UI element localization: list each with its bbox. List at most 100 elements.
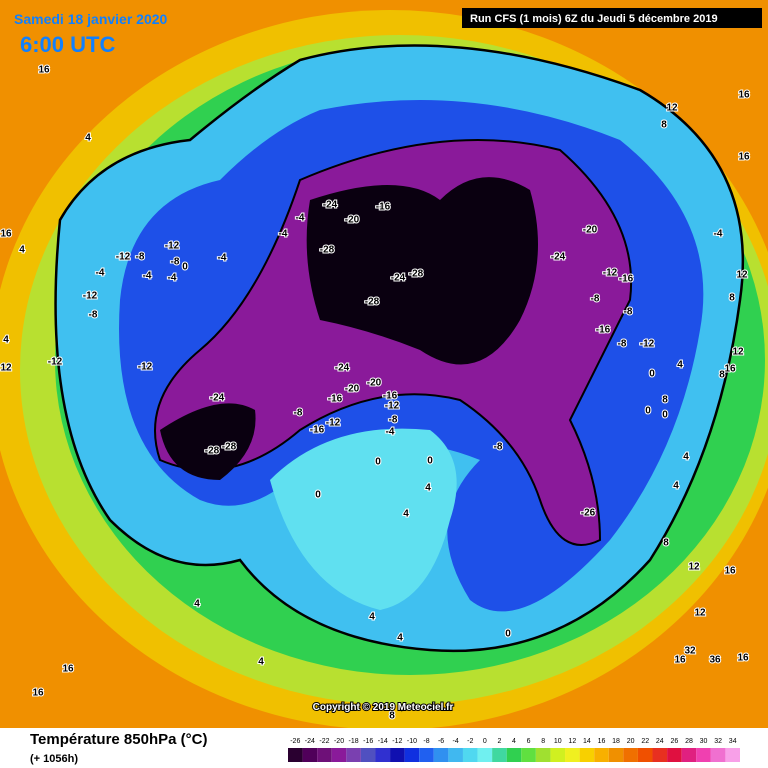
contour-label: 36 (709, 655, 721, 666)
colorbar-tick-label: -10 (407, 738, 417, 745)
contour-label: 16 (0, 229, 12, 240)
colorbar-tick-label: 4 (512, 738, 516, 745)
colorbar-tick-label: -18 (349, 738, 359, 745)
colorbar-swatch (375, 748, 391, 762)
colorbar-swatch (506, 748, 522, 762)
contour-label: -4 (218, 253, 227, 264)
colorbar-tick-label: 8 (541, 738, 545, 745)
contour-label: 12 (732, 347, 744, 358)
contour-label: -16 (383, 391, 398, 402)
contour-label: 0 (182, 262, 188, 273)
colorbar-swatch (404, 748, 420, 762)
contour-label: -24 (335, 363, 350, 374)
colorbar-swatch (288, 748, 303, 762)
contour-label: -28 (365, 297, 380, 308)
colorbar-tick-label: 32 (714, 738, 722, 745)
contour-label: -28 (205, 446, 220, 457)
contour-label: 8 (389, 711, 395, 722)
contour-label: -28 (320, 245, 335, 256)
zone (160, 403, 256, 480)
contour-label: -8 (389, 415, 398, 426)
contour-label: 32 (684, 646, 696, 657)
colorbar-swatch (390, 748, 405, 762)
colorbar-tick-label: 16 (598, 738, 606, 745)
contour-label: -20 (345, 384, 360, 395)
contour-label: -20 (583, 225, 598, 236)
colorbar-tick-label: -22 (319, 738, 329, 745)
contour-label: 0 (662, 410, 668, 421)
contour-label: 16 (62, 664, 74, 675)
contour-label: -12 (640, 339, 655, 350)
colorbar-swatch (462, 748, 478, 762)
colorbar-tick-label: 30 (700, 738, 708, 745)
contour-label: -8 (294, 408, 303, 419)
contour-label: -16 (310, 425, 325, 436)
colorbar-tick-label: -4 (453, 738, 459, 745)
contour-label: 4 (683, 452, 689, 463)
contour-label: -16 (328, 394, 343, 405)
date: Samedi 18 janvier 2020 (14, 11, 168, 27)
contour-label: -12 (603, 268, 618, 279)
contour-label: -12 (138, 362, 153, 373)
contour-label: 4 (673, 481, 679, 492)
contour-label: -28 (222, 442, 237, 453)
colorbar-tick-label: 24 (656, 738, 664, 745)
contour-label: -24 (391, 273, 406, 284)
contour-label: 0 (375, 457, 381, 468)
colorbar-swatch (594, 748, 609, 762)
contour-label: 16 (724, 364, 736, 375)
contour-label: -12 (83, 291, 98, 302)
colorbar-swatch (521, 748, 536, 762)
colorbar-tick-label: -2 (467, 738, 473, 745)
colorbar-swatch (579, 748, 595, 762)
contour-label: 16 (724, 566, 736, 577)
contour-label: -12 (116, 252, 131, 263)
contour-label: -12 (165, 241, 180, 252)
colorbar-swatch (302, 748, 318, 762)
contour-label: 4 (397, 633, 403, 644)
contour-label: 16 (674, 655, 686, 666)
colorbar-swatch (535, 748, 551, 762)
contour-label: -4 (96, 268, 105, 279)
contour-label: -4 (714, 229, 723, 240)
contour-label: -4 (143, 271, 152, 282)
contour-label: 0 (649, 369, 655, 380)
colorbar-tick-label: 2 (497, 738, 501, 745)
colorbar-tick-label: 6 (527, 738, 531, 745)
colorbar-swatch (448, 748, 463, 762)
contour-label: -8 (136, 252, 145, 263)
colorbar-tick-label: 10 (554, 738, 562, 745)
colorbar-tick-label: 28 (685, 738, 693, 745)
contour-label: 4 (677, 360, 683, 371)
copyright: Copyright © 2019 Meteociel.fr (313, 702, 454, 713)
colorbar-swatch (710, 748, 726, 762)
contour-label: -4 (296, 213, 305, 224)
colorbar-swatch (608, 748, 624, 762)
contour-label: -4 (279, 229, 288, 240)
colorbar-swatch (725, 748, 740, 762)
colorbar-swatch (565, 748, 580, 762)
contour-label: 12 (0, 363, 12, 374)
contour-label: -24 (210, 393, 225, 404)
colorbar-tick-label: -26 (290, 738, 300, 745)
colorbar-tick-label: 34 (729, 738, 737, 745)
colorbar-tick-label: -6 (438, 738, 444, 745)
colorbar-swatch (317, 748, 332, 762)
contour-label: 8 (662, 395, 668, 406)
contour-label: -24 (551, 252, 566, 263)
colorbar-swatch (477, 748, 493, 762)
colorbar-swatch (623, 748, 638, 762)
contour-label: -26 (581, 508, 596, 519)
colorbar-swatch (331, 748, 347, 762)
contour-label: -16 (596, 325, 611, 336)
zone (306, 177, 538, 365)
contour-label: 4 (3, 335, 9, 346)
contour-label: 4 (19, 245, 25, 256)
colorbar-tick-label: 20 (627, 738, 635, 745)
contour-label: 16 (38, 65, 50, 76)
contour-label: -8 (171, 257, 180, 268)
footer-lead: (+ 1056h) (30, 753, 78, 765)
contour-label: 16 (738, 152, 750, 163)
contour-label: 0 (427, 456, 433, 467)
